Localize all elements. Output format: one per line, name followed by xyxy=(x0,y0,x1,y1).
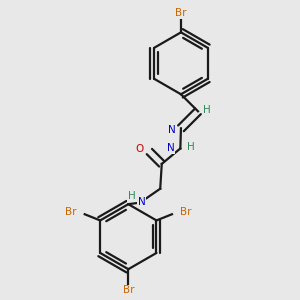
Text: N: N xyxy=(138,197,146,207)
Text: N: N xyxy=(168,125,176,135)
Text: H: H xyxy=(203,105,211,115)
Text: N: N xyxy=(167,143,175,154)
Text: H: H xyxy=(128,191,135,201)
Text: Br: Br xyxy=(180,207,191,217)
Text: H: H xyxy=(187,142,194,152)
Text: Br: Br xyxy=(65,207,77,217)
Text: Br: Br xyxy=(175,8,187,18)
Text: O: O xyxy=(136,144,144,154)
Text: Br: Br xyxy=(123,285,134,295)
